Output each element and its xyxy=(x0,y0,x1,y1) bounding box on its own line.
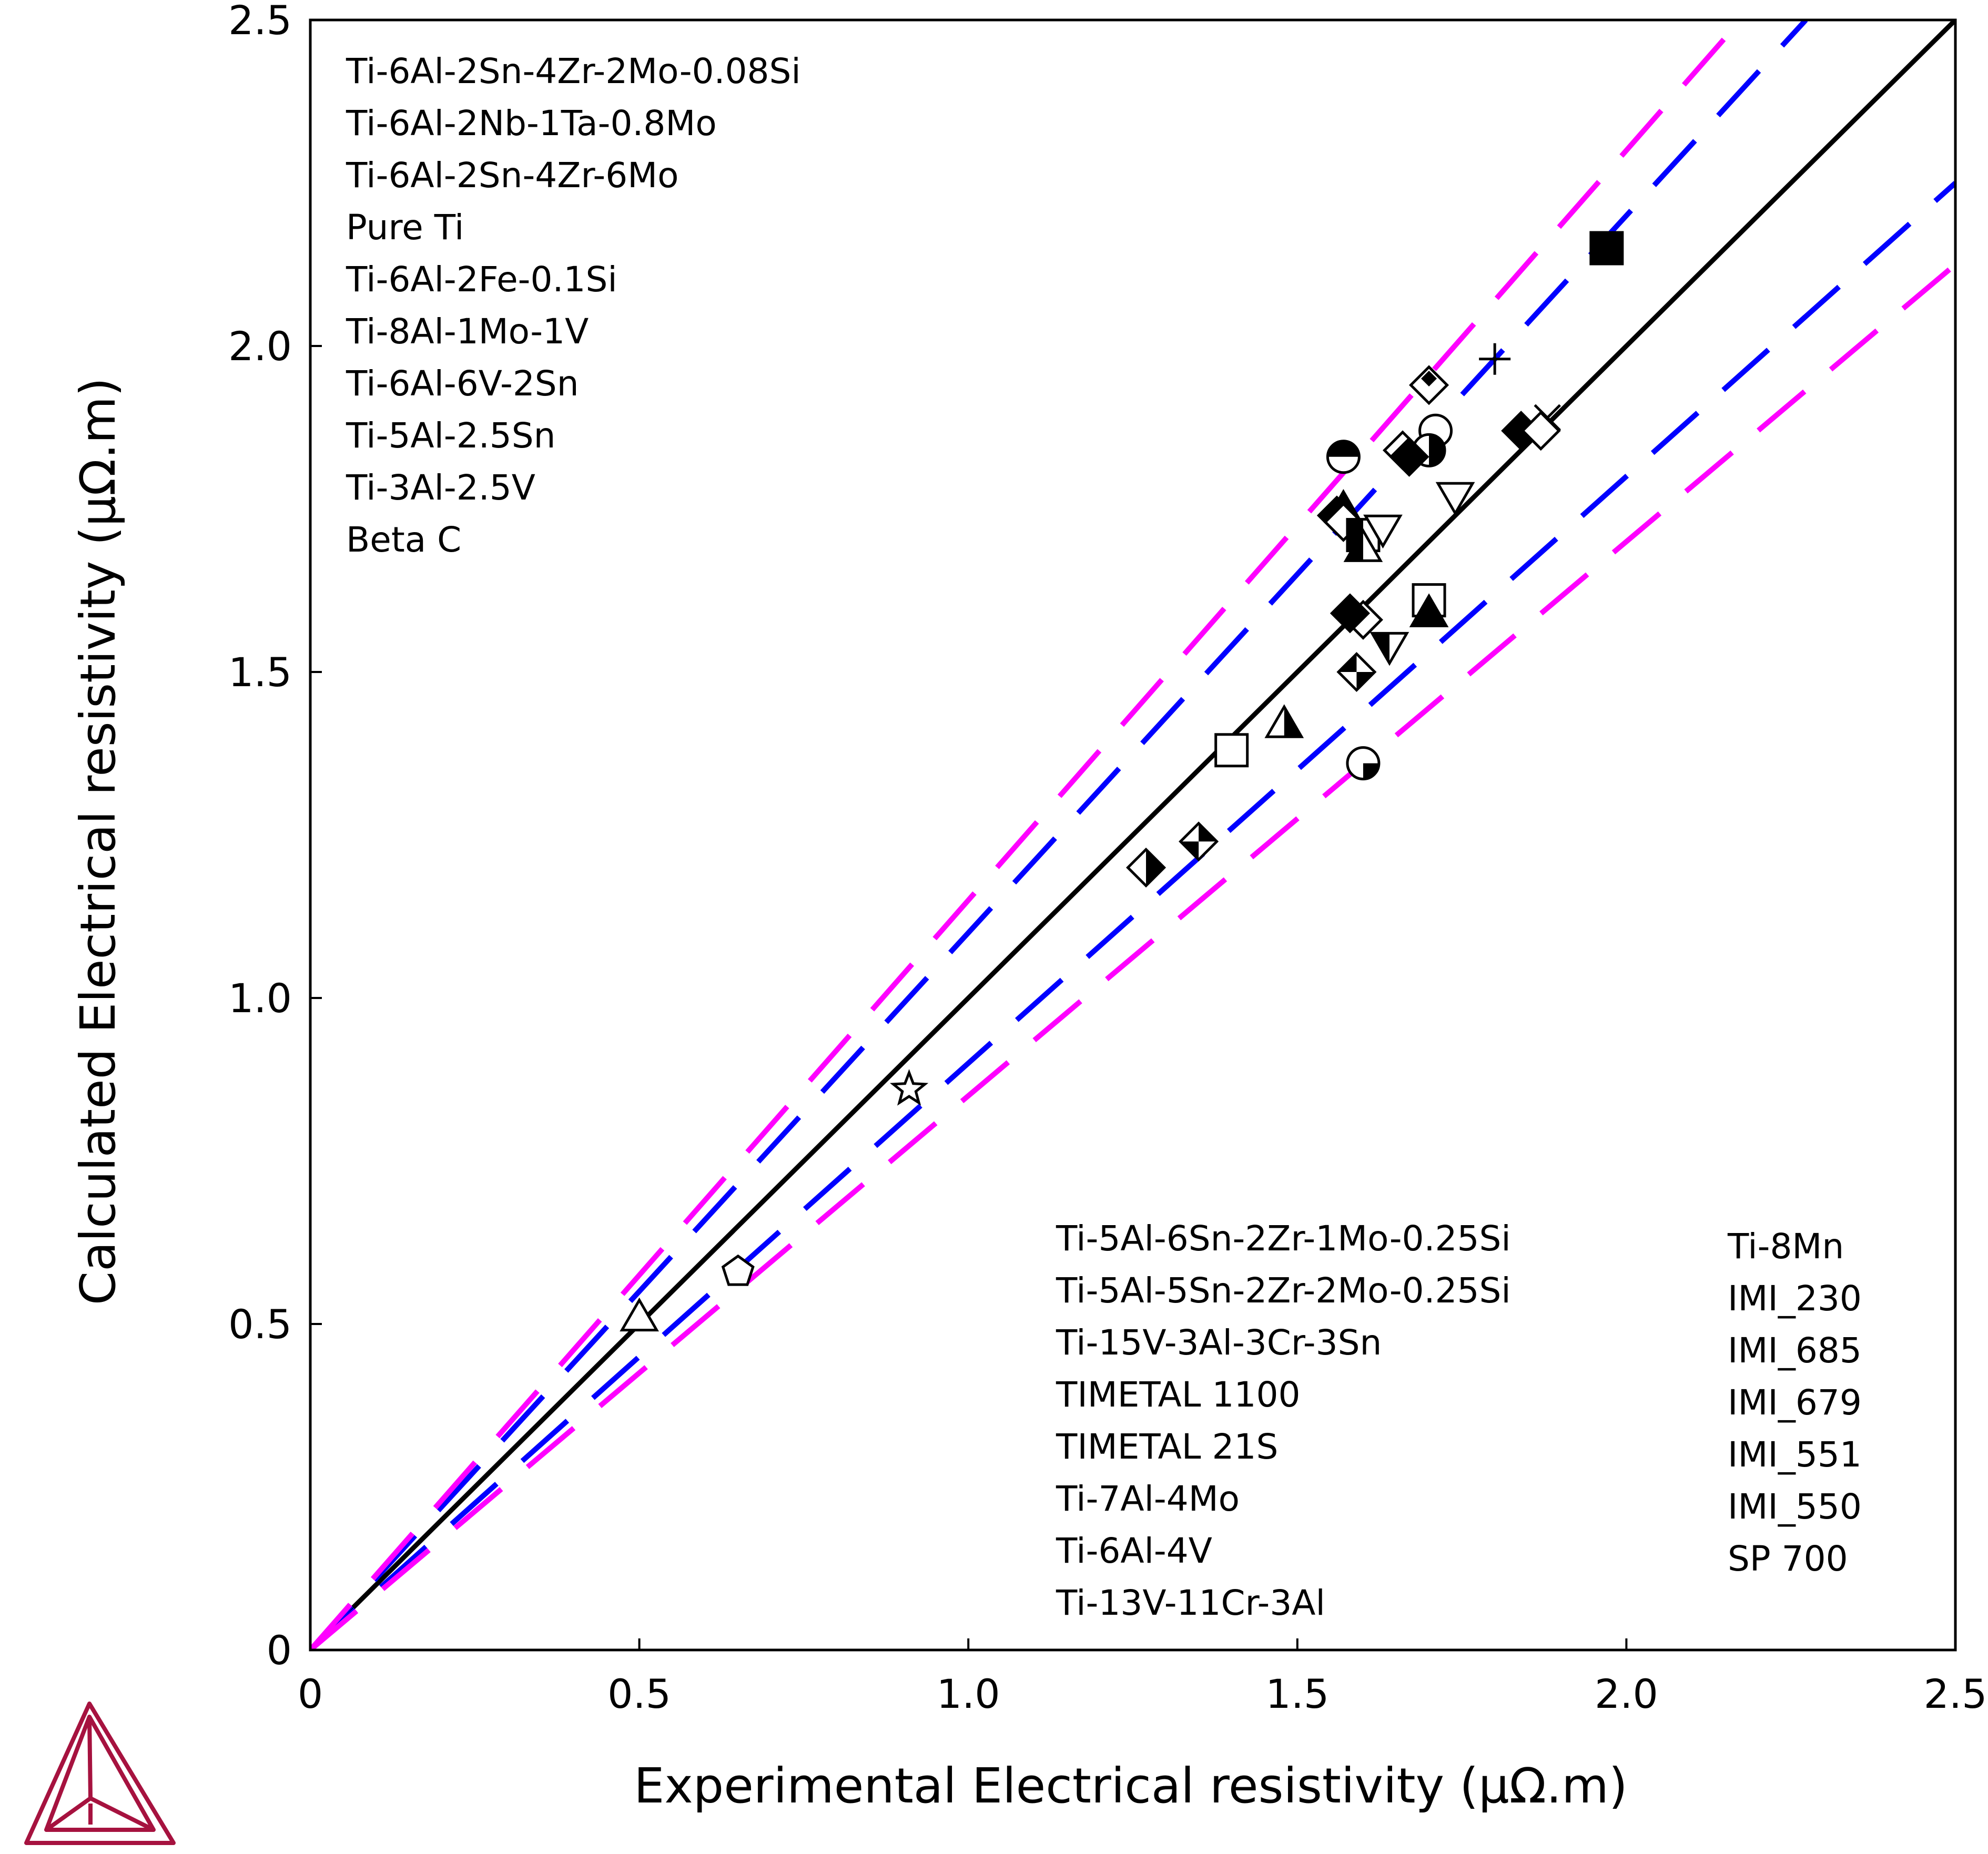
plot-frame xyxy=(309,18,1957,1652)
x-tick-label: 0 xyxy=(298,1670,323,1717)
data-point-circle-quarter xyxy=(1346,746,1381,781)
legend-entry: Ti-3Al-2.5V xyxy=(346,467,535,508)
legend-entry: Ti-15V-3Al-3Cr-3Sn xyxy=(1056,1322,1382,1363)
thermo-calc-logo xyxy=(24,1702,176,1845)
legend-entry: Ti-6Al-2Sn-4Zr-6Mo xyxy=(346,155,679,196)
data-point-triangle-filled xyxy=(1409,593,1449,627)
y-tick-label: 2.5 xyxy=(228,0,292,44)
legend-entry: Ti-6Al-2Fe-0.1Si xyxy=(346,259,617,300)
legend-entry: Beta C xyxy=(346,519,461,560)
x-tick-label: 1.5 xyxy=(1265,1670,1329,1717)
legend-column-2: Ti-5Al-6Sn-2Zr-1Mo-0.25Si Ti-5Al-5Sn-2Zr-… xyxy=(1056,1218,1511,1623)
data-point-triangle-half-right xyxy=(1264,704,1304,738)
data-point-square-open xyxy=(1214,733,1249,768)
data-point-diamond-half-right xyxy=(1125,847,1167,888)
data-point-square-filled xyxy=(1589,231,1624,266)
legend-entry: Ti-5Al-6Sn-2Zr-1Mo-0.25Si xyxy=(1056,1218,1511,1259)
x-tick-label: 2.5 xyxy=(1924,1670,1987,1717)
x-axis-title: Experimental Electrical resistivity (μΩ.… xyxy=(634,1758,1628,1814)
x-tick-label: 2.0 xyxy=(1595,1670,1658,1717)
y-tick-label: 1.5 xyxy=(228,649,292,696)
legend-entry: Ti-8Al-1Mo-1V xyxy=(346,311,589,352)
data-point-diamond-small-filled xyxy=(1421,371,1437,386)
y-tick-label: 0 xyxy=(267,1627,292,1674)
data-points xyxy=(620,231,1624,1332)
data-point-triangle-half-left xyxy=(1343,528,1383,562)
legend-entry: IMI_551 xyxy=(1728,1434,1862,1475)
data-point-plus xyxy=(1479,343,1511,375)
legend-entry: IMI_679 xyxy=(1728,1382,1862,1423)
legend-entry: Ti-8Mn xyxy=(1727,1226,1844,1267)
reference-line-0 xyxy=(310,20,1955,1650)
y-tick-label: 2.0 xyxy=(228,323,292,370)
data-point-diamond-open xyxy=(1323,502,1364,542)
x-tick-label: 1.0 xyxy=(937,1670,1000,1717)
legend-entry: Ti-6Al-2Sn-4Zr-2Mo-0.08Si xyxy=(346,51,801,91)
data-point-pentagon-open xyxy=(721,1254,755,1286)
reference-lines xyxy=(310,20,1955,1650)
legend-entry: Ti-5Al-2.5Sn xyxy=(346,415,555,456)
x-tick-label: 0.5 xyxy=(607,1670,671,1717)
y-axis-title: Calculated Electrical resistivity (μΩ.m) xyxy=(70,378,126,1305)
legend-entry: IMI_550 xyxy=(1728,1486,1862,1527)
data-point-diamond-open xyxy=(1520,411,1561,451)
data-point-circle-half-top xyxy=(1326,440,1361,474)
data-point-triangle-down-open xyxy=(1435,482,1475,516)
data-point-diamond-hourglass xyxy=(1179,821,1219,862)
data-point-star-open xyxy=(889,1069,929,1106)
legend-entry: Ti-7Al-4Mo xyxy=(1056,1479,1240,1519)
reference-line-4 xyxy=(310,262,1955,1650)
y-tick-label: 0.5 xyxy=(228,1301,292,1348)
axis-ticks xyxy=(309,19,1956,1651)
legend-entry: Pure Ti xyxy=(346,207,464,248)
reference-line-2 xyxy=(310,181,1955,1650)
legend-entry: Ti-6Al-4V xyxy=(1056,1531,1212,1571)
legend-entry: TIMETAL 1100 xyxy=(1056,1374,1300,1415)
reference-line-1 xyxy=(310,20,1808,1650)
tick-labels: 0 0.5 1.0 1.5 2.0 2.5 0 0.5 1.0 1.5 2.0 2.5 xyxy=(228,0,1987,1717)
legend-entry: Ti-6Al-2Nb-1Ta-0.8Mo xyxy=(346,103,717,144)
legend-entry: Ti-13V-11Cr-3Al xyxy=(1056,1583,1325,1623)
data-point-triangle-down-open xyxy=(1363,514,1403,549)
data-point-triangle-open xyxy=(620,1297,659,1332)
legend-entry: IMI_685 xyxy=(1728,1330,1862,1371)
data-point-diamond-filled xyxy=(1330,593,1370,634)
legend-entry: SP 700 xyxy=(1728,1539,1848,1579)
legend-column-1: Ti-6Al-2Sn-4Zr-2Mo-0.08Si Ti-6Al-2Nb-1Ta-… xyxy=(346,51,801,560)
data-point-diamond-quarter xyxy=(1336,651,1377,692)
data-point-triangle-down-half xyxy=(1370,631,1409,666)
y-tick-label: 1.0 xyxy=(228,975,292,1022)
legend-entry: Ti-5Al-5Sn-2Zr-2Mo-0.25Si xyxy=(1056,1270,1511,1311)
legend-entry: IMI_230 xyxy=(1728,1278,1862,1319)
legend-column-3: Ti-8Mn IMI_230 IMI_685 IMI_679 IMI_551 IMI_55… xyxy=(1727,1226,1862,1579)
legend-entry: TIMETAL 21S xyxy=(1056,1427,1278,1467)
data-point-diamond-filled xyxy=(1389,436,1429,477)
reference-line-3 xyxy=(310,20,1743,1650)
legend-entry: Ti-6Al-6V-2Sn xyxy=(346,363,579,404)
